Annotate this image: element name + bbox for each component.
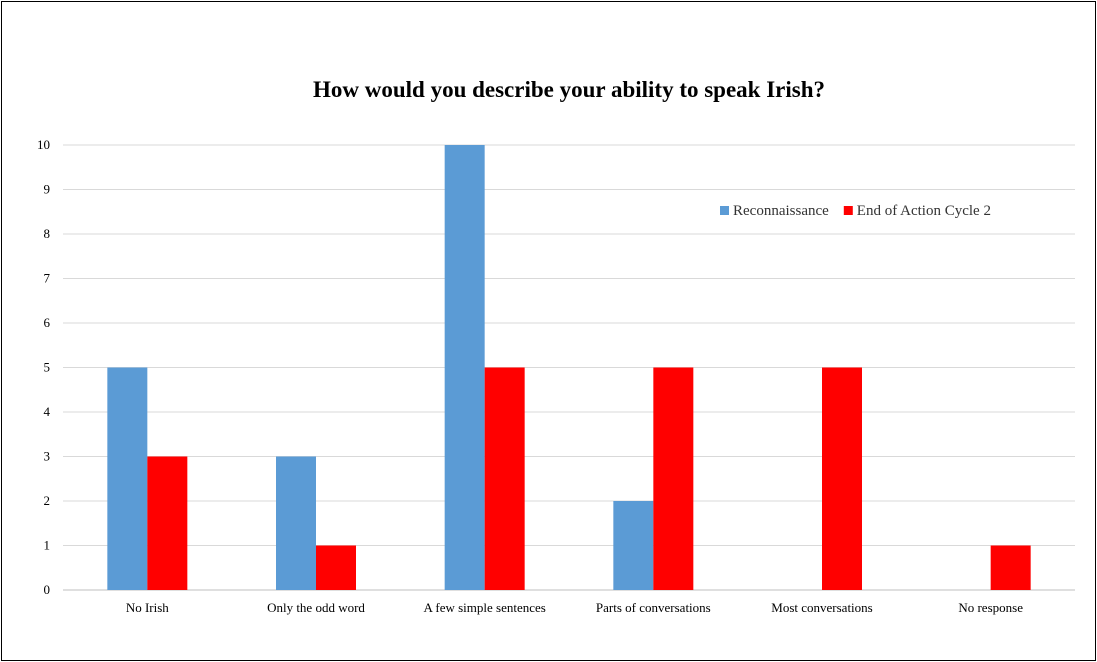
gridlines [63,144,1075,591]
x-category-label: A few simple sentences [423,600,545,615]
y-axis-ticks: 0 1 2 3 4 5 6 7 8 9 10 [37,137,51,597]
bar-reconnaissance-2 [444,145,485,590]
bar-end-of-action-cycle-2-2 [484,367,525,590]
x-category-label: Parts of conversations [596,600,711,615]
y-tick-label: 9 [44,182,51,197]
x-category-label: Only the odd word [267,600,365,615]
x-category-label: No response [958,600,1023,615]
y-tick-label: 5 [44,360,51,375]
x-category-label: Most conversations [771,600,872,615]
bar-reconnaissance-1 [276,456,316,590]
bar-end-of-action-cycle-2-5 [990,545,1031,590]
legend: Reconnaissance End of Action Cycle 2 [720,203,991,219]
bar-end-of-action-cycle-2-4 [822,367,862,590]
x-axis-categories: No Irish Only the odd word A few simple se… [126,600,1023,615]
y-tick-label: 1 [44,538,51,553]
y-tick-label: 6 [44,315,51,330]
y-tick-label: 2 [44,493,51,508]
y-tick-label: 10 [37,137,50,152]
y-tick-label: 7 [44,271,51,286]
bar-end-of-action-cycle-2-0 [147,456,188,590]
bar-reconnaissance-3 [613,501,654,590]
bar-end-of-action-cycle-2-1 [316,545,356,590]
chart-title: How would you describe your ability to s… [313,77,825,102]
x-category-label: No Irish [126,600,169,615]
bars [107,145,1031,590]
y-tick-label: 8 [44,226,51,241]
legend-label: End of Action Cycle 2 [857,203,991,219]
legend-swatch-1 [843,206,853,215]
bar-end-of-action-cycle-2-3 [653,367,694,590]
y-tick-label: 4 [44,404,51,419]
y-tick-label: 0 [44,582,51,597]
y-tick-label: 3 [44,449,51,464]
legend-label: Reconnaissance [733,203,829,219]
bar-reconnaissance-0 [107,367,148,590]
legend-swatch-0 [720,206,729,215]
